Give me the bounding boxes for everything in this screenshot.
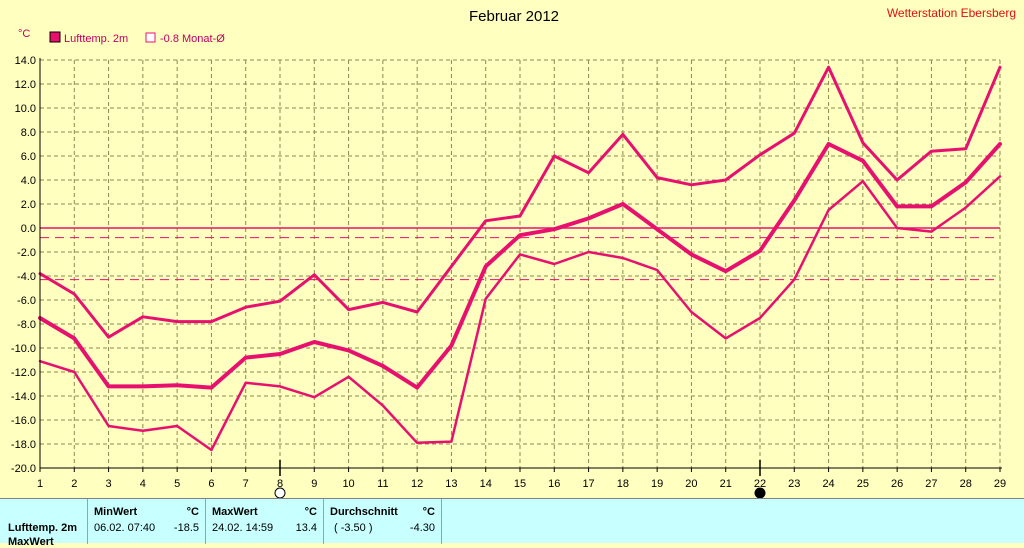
x-tick-label: 9 (311, 478, 317, 490)
x-tick-label: 2 (71, 478, 77, 490)
x-tick-label: 8 (277, 478, 283, 490)
max-value: 13.4 (295, 522, 317, 534)
x-tick-label: 3 (106, 478, 112, 490)
x-tick-label: 7 (243, 478, 249, 490)
min-value: -18.5 (173, 522, 199, 534)
x-tick-label: 10 (342, 478, 354, 490)
legend-swatch-outline (145, 32, 156, 43)
y-axis-unit: °C (18, 28, 30, 40)
max-header: MaxWert (212, 506, 258, 518)
avg-header: Durchschnitt (330, 506, 398, 518)
y-tick-label: -4.0 (17, 271, 36, 283)
x-tick-label: 18 (617, 478, 629, 490)
series-line-1 (38, 65, 1002, 339)
axes: 14.0 12.0 10.0 8.0 6.0 4.0 2.0 0.0 -2.0 -4.0 -6.0 -… (11, 55, 1006, 498)
x-tick-label: 12 (411, 478, 423, 490)
y-tick-label: -10.0 (11, 343, 36, 355)
x-tick-label: 11 (377, 478, 388, 490)
y-tick-label: 8.0 (21, 127, 36, 139)
y-tick-label: -8.0 (17, 319, 36, 331)
y-tick-label: -12.0 (11, 367, 36, 379)
avg-value: -4.30 (409, 522, 435, 534)
new-moon-icon (754, 487, 766, 498)
x-tick-label: 21 (720, 478, 732, 490)
y-tick-label: -20.0 (11, 463, 36, 475)
min-header: MinWert (94, 506, 138, 518)
x-tick-label: 22 (754, 478, 766, 490)
x-tick-label: 16 (548, 478, 560, 490)
x-tick-label: 19 (651, 478, 663, 490)
chart: Februar 2012 Wetterstation Ebersberg °C … (11, 6, 1016, 498)
x-tick-label: 5 (174, 478, 180, 490)
legend: Lufttemp. 2m -0.8 Monat-Ø (49, 31, 225, 45)
station-name: Wetterstation Ebersberg (887, 6, 1016, 20)
stats-avg-cell: Durchschnitt °C ( -3.50 ) -4.30 (324, 499, 442, 544)
min-unit: °C (186, 506, 199, 518)
legend-label-temp: Lufttemp. 2m (64, 33, 128, 45)
x-tick-label: 27 (925, 478, 937, 490)
y-tick-label: -2.0 (17, 247, 36, 259)
stats-row-label: Lufttemp. 2m (8, 522, 78, 534)
max-date: 24.02. 14:59 (212, 522, 274, 534)
y-tick-label: -14.0 (11, 391, 36, 403)
x-tick-label: 13 (445, 478, 457, 490)
stats-min-cell: MinWert °C 06.02. 07:40 -18.5 (88, 499, 206, 544)
y-tick-label: 14.0 (15, 55, 36, 67)
x-tick-label: 17 (582, 478, 594, 490)
y-tick-label: 0.0 (21, 223, 36, 235)
grid (40, 59, 1001, 468)
y-tick-label: -18.0 (11, 439, 36, 451)
legend-swatch-filled (49, 31, 61, 43)
y-tick-label: -16.0 (11, 415, 36, 427)
x-tick-label: 25 (857, 478, 869, 490)
series-line-3 (38, 175, 1002, 452)
max-unit: °C (304, 506, 317, 518)
legend-label-monthly-avg: -0.8 Monat-Ø (160, 33, 225, 45)
min-date: 06.02. 07:40 (94, 522, 156, 534)
x-tick-label: 24 (822, 478, 834, 490)
x-tick-label: 6 (208, 478, 214, 490)
y-tick-label: 4.0 (21, 175, 36, 187)
x-tick-label: 14 (480, 478, 492, 490)
stats-max-cell: MaxWert °C 24.02. 14:59 13.4 (206, 499, 324, 544)
y-tick-label: -6.0 (17, 295, 36, 307)
x-tick-label: 4 (140, 478, 146, 490)
x-tick-label: 26 (891, 478, 903, 490)
avg-paren: ( -3.50 ) (334, 522, 373, 534)
series-line-2 (38, 142, 1002, 390)
x-tick-label: 28 (960, 478, 972, 490)
x-tick-label: 20 (685, 478, 697, 490)
stats-row2-label: MaxWert (8, 536, 54, 548)
x-tick-label: 23 (788, 478, 800, 490)
series (38, 65, 1002, 452)
full-moon-icon (274, 487, 286, 498)
chart-title: Februar 2012 (469, 8, 559, 25)
x-tick-label: 15 (514, 478, 526, 490)
y-tick-label: 6.0 (21, 151, 36, 163)
stats-panel: Lufttemp. 2m MaxWert MinWert °C 06.02. 0… (0, 498, 1024, 548)
x-tick-label: 29 (994, 478, 1006, 490)
avg-unit: °C (422, 506, 435, 518)
y-tick-label: 10.0 (15, 103, 36, 115)
x-tick-label: 1 (37, 478, 43, 490)
y-tick-label: 2.0 (21, 199, 36, 211)
stats-label-cell: Lufttemp. 2m MaxWert (0, 499, 88, 548)
y-tick-label: 12.0 (15, 79, 36, 91)
